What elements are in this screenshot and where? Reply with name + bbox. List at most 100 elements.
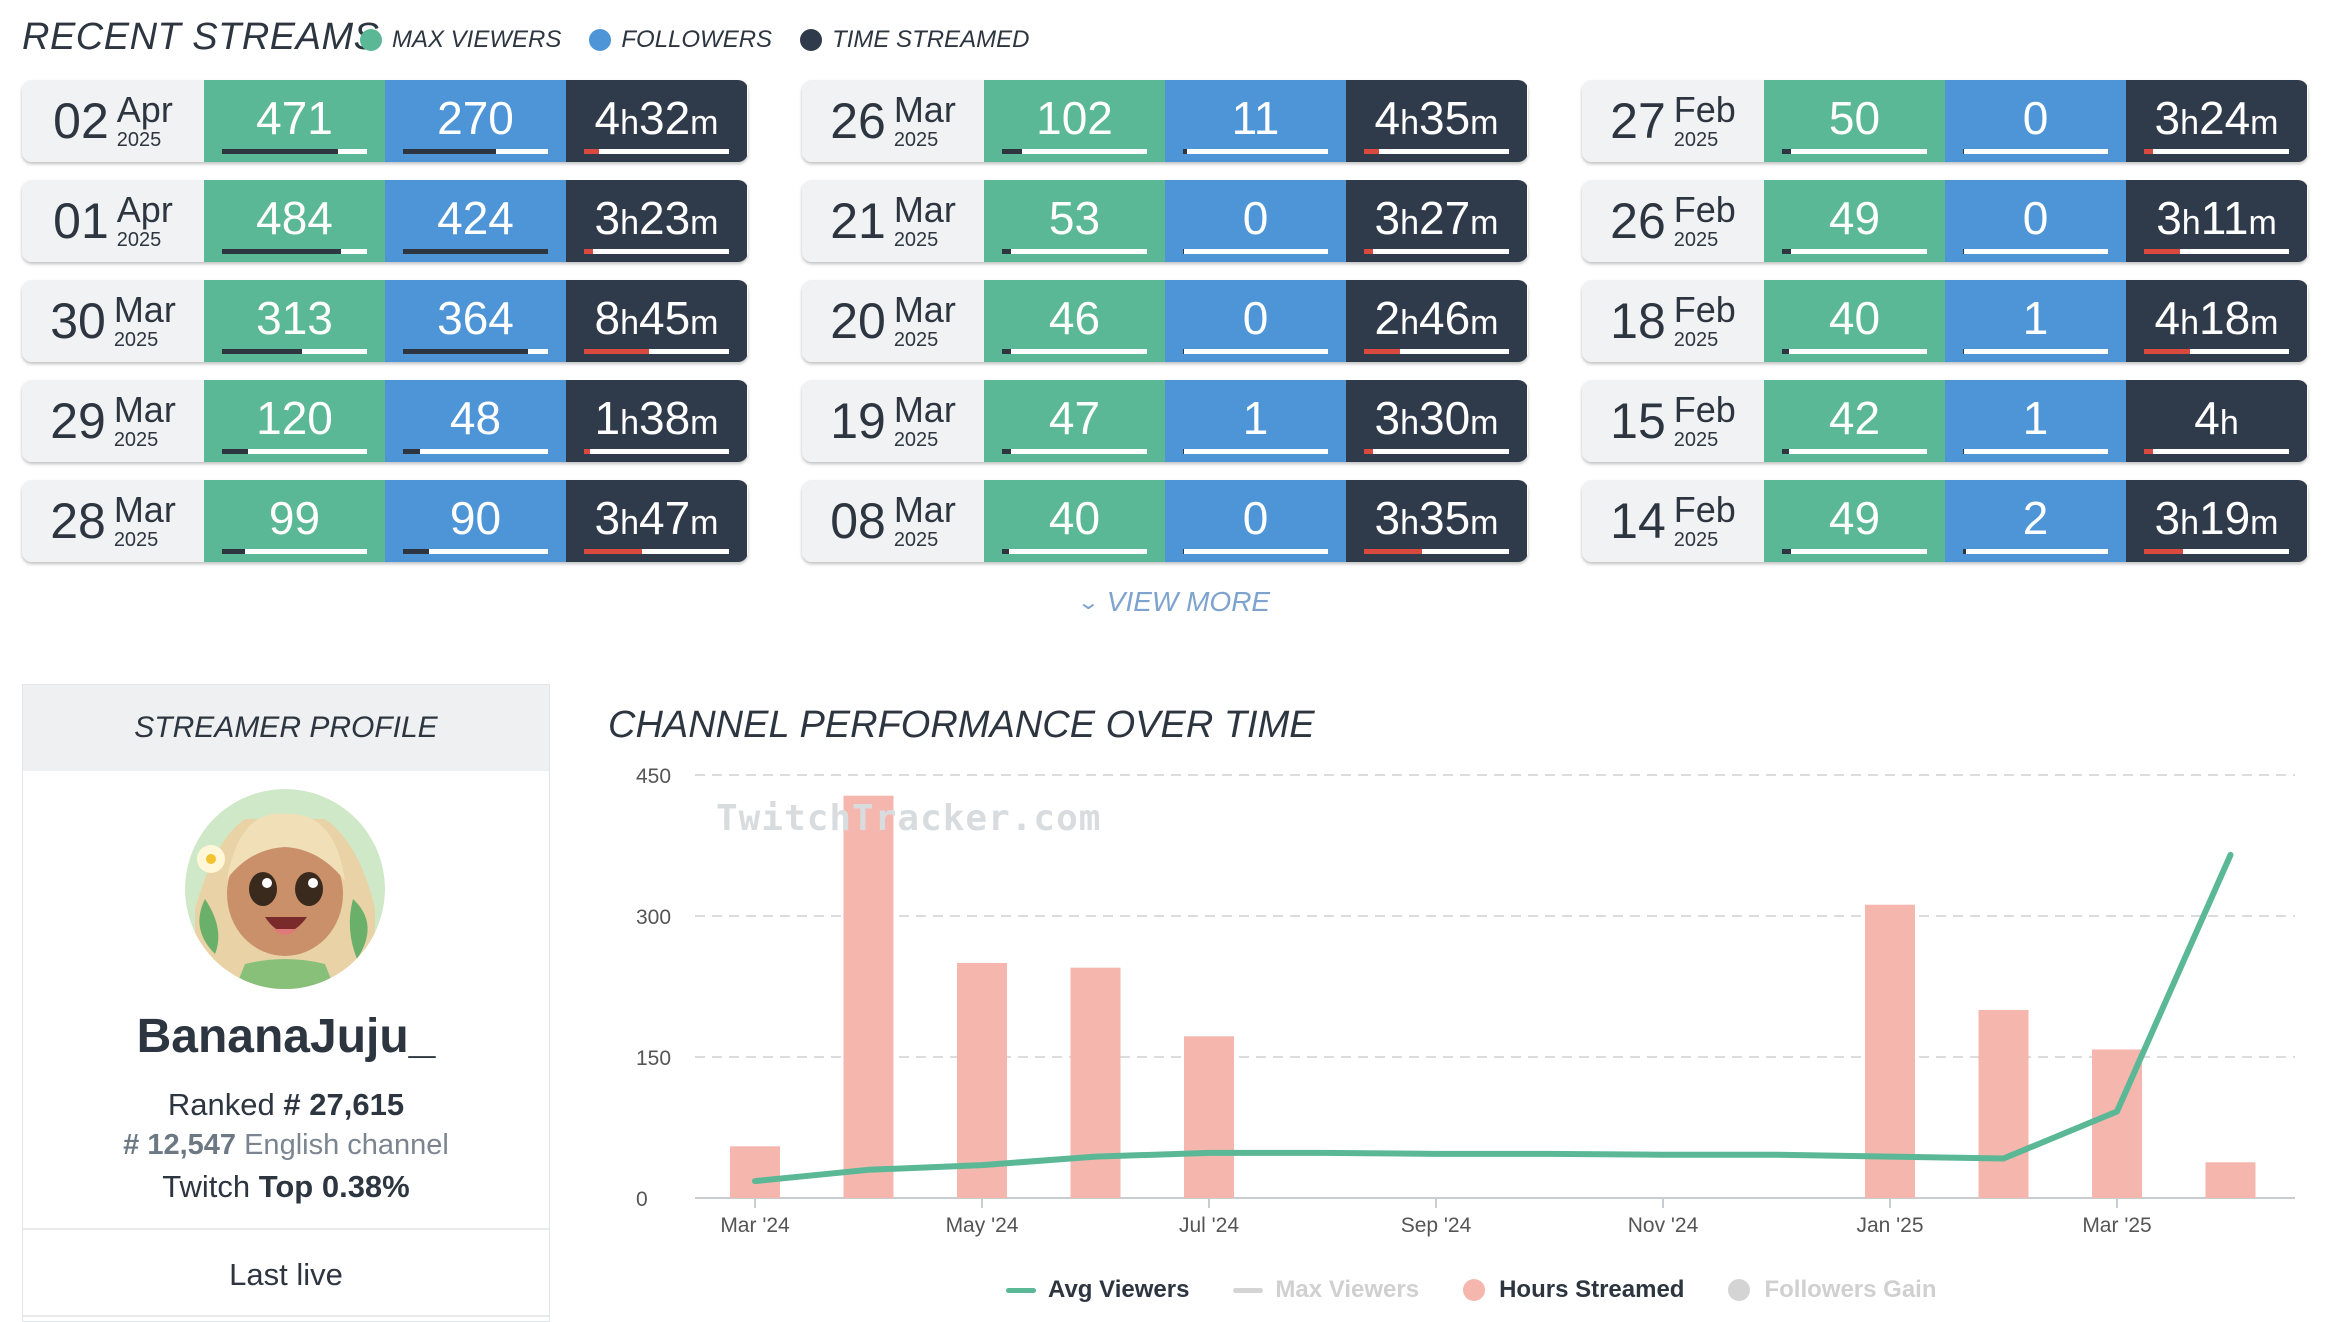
stream-year: 2025 xyxy=(1673,429,1719,451)
chart-legend-item[interactable]: Avg Viewers xyxy=(1006,1276,1189,1304)
time-streamed-cell: 1h38m xyxy=(566,380,747,462)
stream-date: 27 Feb 2025 xyxy=(1582,80,1764,162)
stream-row[interactable]: 26 Feb 2025 49 0 3h11m xyxy=(1582,180,2308,262)
legend-dot-icon xyxy=(800,29,823,51)
time-minutes: 19 xyxy=(2199,492,2251,544)
time-streamed-cell: 3h24m xyxy=(2126,80,2307,162)
followers-bar xyxy=(403,449,548,454)
time-streamed-cell: 4h32m xyxy=(566,80,747,162)
streamer-name: BananaJuju_ xyxy=(136,1010,436,1063)
stream-row[interactable]: 15 Feb 2025 42 1 4h xyxy=(1582,380,2308,462)
time-hours: 3 xyxy=(1374,392,1401,444)
followers-cell: 0 xyxy=(1945,80,2126,162)
time-hours: 4 xyxy=(594,92,621,144)
stream-row[interactable]: 19 Mar 2025 47 1 3h30m xyxy=(802,380,1528,462)
stream-year: 2025 xyxy=(893,129,939,151)
chart-legend-item[interactable]: Hours Streamed xyxy=(1463,1276,1684,1304)
x-tick-label: Jan '25 xyxy=(1856,1214,1923,1237)
time-streamed-cell: 2h46m xyxy=(1346,280,1527,362)
hours-unit: h xyxy=(620,304,639,342)
time-hours: 3 xyxy=(2154,492,2181,544)
stream-day: 14 xyxy=(1610,493,1666,549)
chart-legend-label: Hours Streamed xyxy=(1499,1276,1685,1303)
hours-streamed-bar xyxy=(843,795,894,1198)
followers-cell: 0 xyxy=(1165,280,1346,362)
max-viewers-cell: 120 xyxy=(204,380,385,462)
stream-row[interactable]: 20 Mar 2025 46 0 2h46m xyxy=(802,280,1528,362)
time-minutes: 35 xyxy=(1419,492,1471,544)
stream-row[interactable]: 14 Feb 2025 49 2 3h19m xyxy=(1582,480,2308,562)
followers-bar xyxy=(1183,249,1328,254)
followers-value: 0 xyxy=(1242,492,1269,544)
x-tick-label: May '24 xyxy=(946,1214,1019,1237)
stream-row[interactable]: 18 Feb 2025 40 1 4h18m xyxy=(1582,280,2308,362)
stream-month: Apr xyxy=(116,89,173,130)
stream-year: 2025 xyxy=(1673,129,1719,151)
time-minutes: 27 xyxy=(1419,192,1471,244)
stream-year: 2025 xyxy=(1673,229,1719,251)
time-streamed-cell: 3h11m xyxy=(2126,180,2307,262)
stream-year: 2025 xyxy=(113,429,159,451)
stream-row[interactable]: 27 Feb 2025 50 0 3h24m xyxy=(1582,80,2308,162)
stream-row[interactable]: 29 Mar 2025 120 48 1h38m xyxy=(22,380,748,462)
chart-legend-item[interactable]: Followers Gain xyxy=(1728,1276,1937,1304)
last-live-label: Last live xyxy=(229,1257,343,1292)
legend-dot-icon xyxy=(360,29,382,51)
stream-year: 2025 xyxy=(893,229,939,251)
followers-value: 11 xyxy=(1231,92,1280,144)
x-tick-label: Mar '24 xyxy=(720,1214,790,1237)
stream-year: 2025 xyxy=(113,529,159,551)
stream-year: 2025 xyxy=(1673,329,1719,351)
followers-value: 48 xyxy=(449,392,502,444)
stream-row[interactable]: 02 Apr 2025 471 270 4h32m xyxy=(22,80,748,162)
stream-row[interactable]: 08 Mar 2025 40 0 3h35m xyxy=(802,480,1528,562)
stream-day: 18 xyxy=(1610,293,1666,349)
followers-cell: 1 xyxy=(1945,280,2126,362)
stream-month: Mar xyxy=(893,289,956,330)
max-viewers-bar xyxy=(222,349,367,354)
stream-date: 26 Feb 2025 xyxy=(1582,180,1764,262)
hours-streamed-bar xyxy=(1070,967,1121,1198)
max-viewers-value: 49 xyxy=(1828,192,1881,244)
view-more-button[interactable]: ⌄ VIEW MORE xyxy=(1077,586,1271,618)
max-viewers-bar xyxy=(1002,149,1147,154)
stream-row[interactable]: 21 Mar 2025 53 0 3h27m xyxy=(802,180,1528,262)
time-hours: 2 xyxy=(1374,292,1401,344)
minutes-unit: m xyxy=(1470,504,1499,542)
minutes-unit: m xyxy=(690,104,719,142)
time-streamed-bar xyxy=(584,149,729,154)
max-viewers-bar xyxy=(1002,449,1147,454)
view-more-label: VIEW MORE xyxy=(1106,586,1271,617)
stream-month: Mar xyxy=(893,489,956,530)
followers-bar xyxy=(1963,349,2108,354)
followers-bar xyxy=(1963,249,2108,254)
legend-dot-icon xyxy=(589,29,612,51)
stream-row[interactable]: 30 Mar 2025 313 364 8h45m xyxy=(22,280,748,362)
stream-year: 2025 xyxy=(113,329,159,351)
minutes-unit: m xyxy=(1470,404,1499,442)
time-minutes: 24 xyxy=(2199,92,2251,144)
stream-row[interactable]: 26 Mar 2025 102 11 4h35m xyxy=(802,80,1528,162)
time-minutes: 45 xyxy=(639,292,691,344)
stream-row[interactable]: 28 Mar 2025 99 90 3h47m xyxy=(22,480,748,562)
hours-streamed-bar xyxy=(957,963,1007,1198)
stream-row[interactable]: 01 Apr 2025 484 424 3h23m xyxy=(22,180,748,262)
followers-value: 1 xyxy=(1242,392,1269,444)
max-viewers-value: 471 xyxy=(256,92,333,144)
max-viewers-value: 49 xyxy=(1828,492,1881,544)
stream-day: 26 xyxy=(1610,193,1666,249)
hours-unit: h xyxy=(620,404,639,442)
legend-item: MAX VIEWERS xyxy=(360,26,561,54)
stream-day: 08 xyxy=(830,493,886,549)
chart-legend-item[interactable]: Max Viewers xyxy=(1233,1276,1419,1304)
max-viewers-value: 42 xyxy=(1828,392,1881,444)
stream-year: 2025 xyxy=(893,529,939,551)
followers-bar xyxy=(1183,549,1328,554)
avatar[interactable] xyxy=(185,789,385,989)
stream-day: 02 xyxy=(53,93,109,149)
hours-streamed-bar xyxy=(730,1146,780,1198)
language-rank-label: English channel xyxy=(244,1129,449,1161)
followers-bar xyxy=(403,249,548,254)
chart-legend-label: Followers Gain xyxy=(1764,1276,1937,1303)
chart-legend-label: Avg Viewers xyxy=(1048,1276,1190,1303)
